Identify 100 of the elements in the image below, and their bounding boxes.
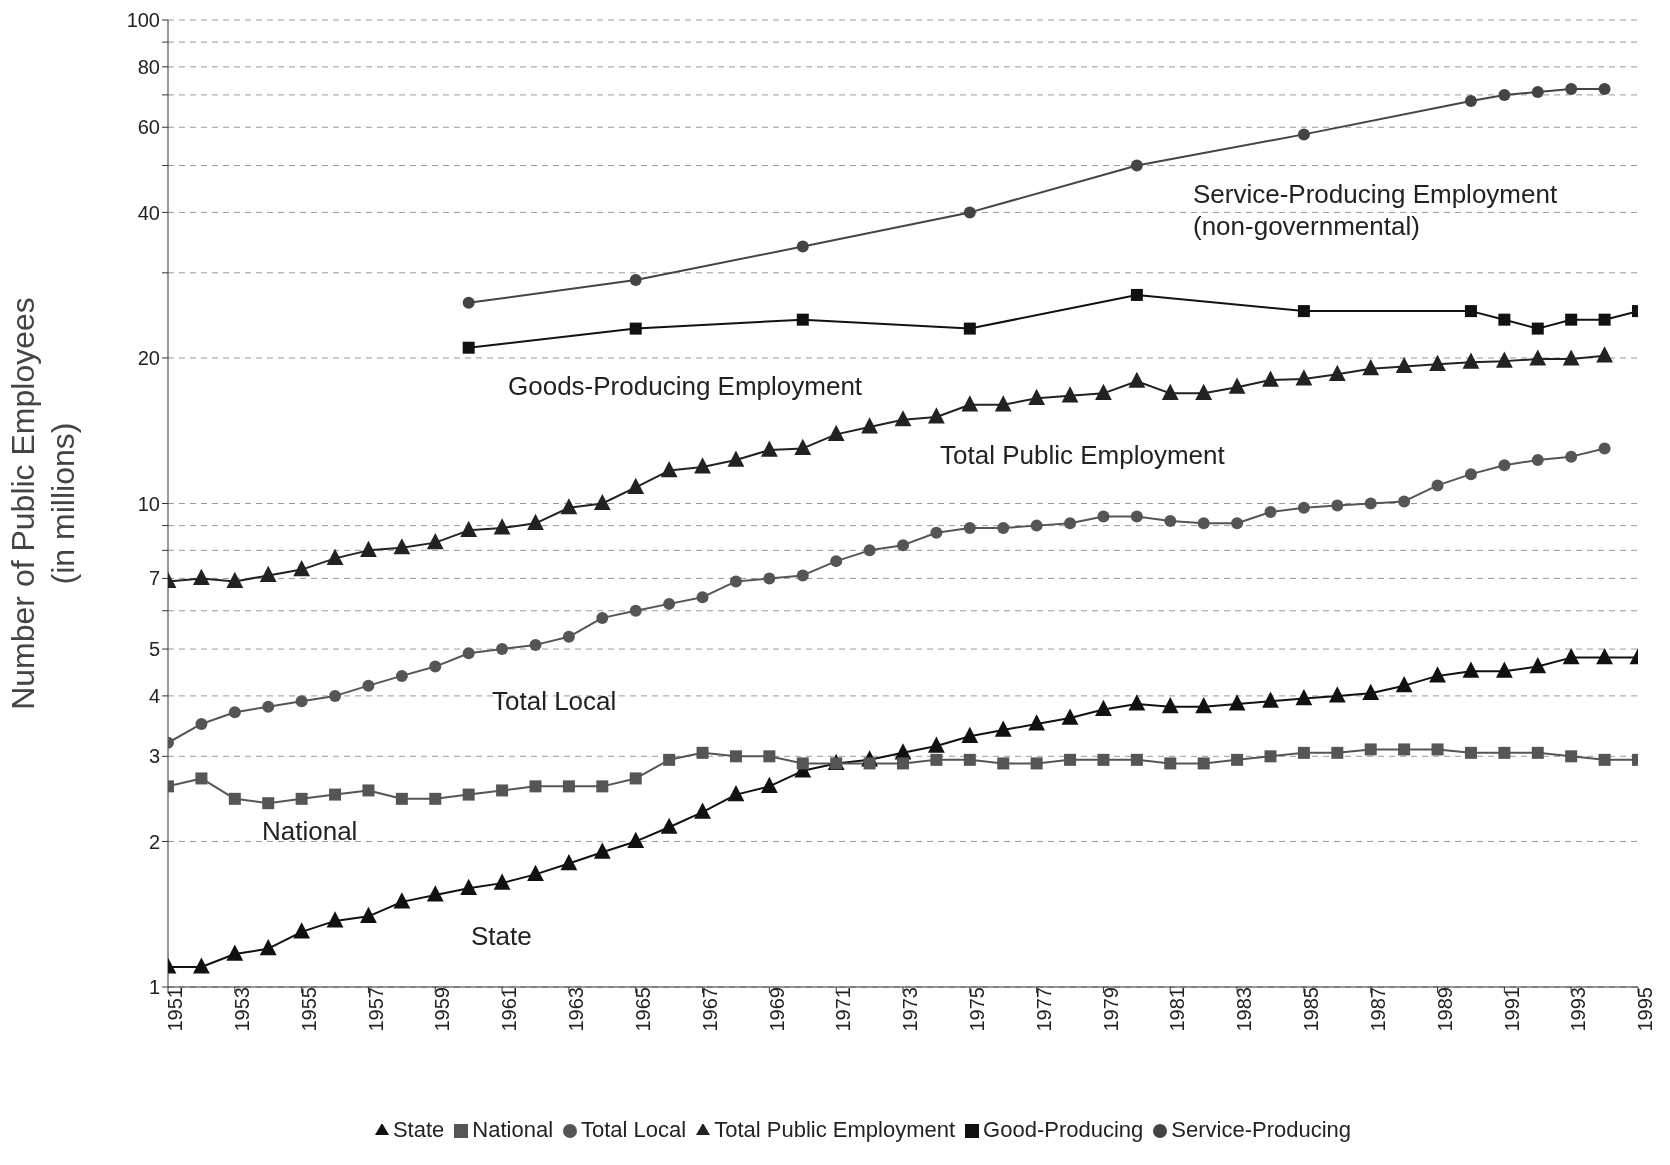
- point: [629, 604, 642, 617]
- point: [930, 753, 943, 766]
- point: [1061, 386, 1079, 403]
- point: [1531, 85, 1544, 98]
- point: [1462, 661, 1480, 678]
- point: [1228, 377, 1246, 394]
- x-tick-label: 1951: [164, 987, 187, 1032]
- x-tick-label: 1965: [631, 987, 654, 1032]
- point: [1328, 686, 1346, 703]
- x-tick-label: 1979: [1099, 987, 1122, 1032]
- point: [1598, 313, 1611, 326]
- point: [928, 736, 945, 753]
- point: [1531, 454, 1544, 467]
- point: [1562, 349, 1580, 366]
- point: [1431, 743, 1444, 756]
- point: [326, 911, 344, 928]
- point: [1398, 495, 1411, 508]
- point: [562, 630, 575, 643]
- y-tick-label: 4: [148, 685, 160, 707]
- point: [1195, 697, 1213, 714]
- point: [861, 417, 878, 434]
- legend-label: Total Public Employment: [714, 1117, 956, 1142]
- point: [1328, 364, 1346, 381]
- point: [326, 548, 344, 565]
- point: [694, 802, 711, 819]
- point: [994, 720, 1012, 737]
- y-tick-label: 20: [137, 347, 160, 370]
- x-tick-label: 1963: [565, 987, 588, 1032]
- y-tick-label: 80: [137, 55, 160, 78]
- point: [763, 750, 776, 763]
- point: [961, 726, 979, 743]
- annotation: Service-Producing Employment (non-governmental): [1193, 178, 1558, 242]
- point: [1498, 746, 1511, 759]
- y-tick-label: 60: [137, 116, 160, 139]
- point: [1464, 305, 1477, 318]
- point: [1596, 648, 1613, 665]
- point: [362, 679, 375, 692]
- point: [1164, 757, 1177, 770]
- point: [760, 776, 778, 793]
- point: [1531, 746, 1544, 759]
- y-tick-label: 1: [148, 976, 160, 999]
- point: [830, 555, 843, 568]
- point: [1161, 697, 1179, 714]
- point: [796, 313, 809, 326]
- point: [1464, 468, 1477, 481]
- point: [897, 757, 909, 770]
- point: [429, 792, 442, 805]
- point: [1130, 159, 1143, 172]
- point: [1395, 676, 1413, 693]
- annotation: Total Local: [492, 685, 617, 717]
- point: [360, 540, 377, 557]
- point: [1395, 356, 1413, 374]
- point: [1028, 714, 1046, 731]
- x-tick-label: 1985: [1300, 987, 1323, 1032]
- point: [1064, 517, 1077, 530]
- point: [727, 785, 745, 802]
- point: [195, 717, 208, 730]
- point: [1464, 94, 1477, 107]
- point: [560, 853, 578, 871]
- x-tick-label: 1991: [1500, 987, 1523, 1032]
- point: [228, 792, 241, 805]
- point: [1464, 746, 1477, 759]
- point: [1331, 499, 1344, 512]
- point: [1295, 688, 1313, 706]
- point: [1431, 479, 1444, 492]
- point: [295, 695, 308, 708]
- point: [696, 746, 709, 759]
- point: [1498, 313, 1511, 326]
- point: [729, 575, 742, 588]
- point: [796, 757, 809, 770]
- point: [329, 788, 342, 801]
- x-tick-label: 1955: [297, 987, 320, 1032]
- point: [460, 520, 478, 537]
- point: [393, 538, 411, 555]
- point: [963, 322, 976, 335]
- point: [1362, 683, 1380, 700]
- point: [994, 395, 1012, 412]
- point: [295, 792, 308, 805]
- point: [293, 559, 311, 577]
- point: [694, 457, 711, 474]
- point: [1128, 371, 1146, 388]
- point: [1495, 351, 1513, 368]
- x-tick-label: 1983: [1233, 987, 1256, 1032]
- point: [395, 669, 408, 682]
- point: [827, 424, 845, 441]
- point: [997, 521, 1010, 534]
- point: [663, 597, 676, 610]
- point: [1097, 753, 1110, 766]
- point: [627, 831, 645, 849]
- point: [360, 906, 377, 923]
- x-tick-label: 1961: [498, 987, 521, 1032]
- point: [1128, 694, 1146, 711]
- point: [1297, 305, 1310, 318]
- point: [928, 407, 945, 424]
- point: [1498, 88, 1511, 101]
- point: [193, 957, 210, 974]
- point: [760, 440, 778, 457]
- point: [562, 780, 575, 793]
- point: [293, 922, 311, 939]
- point: [763, 572, 776, 585]
